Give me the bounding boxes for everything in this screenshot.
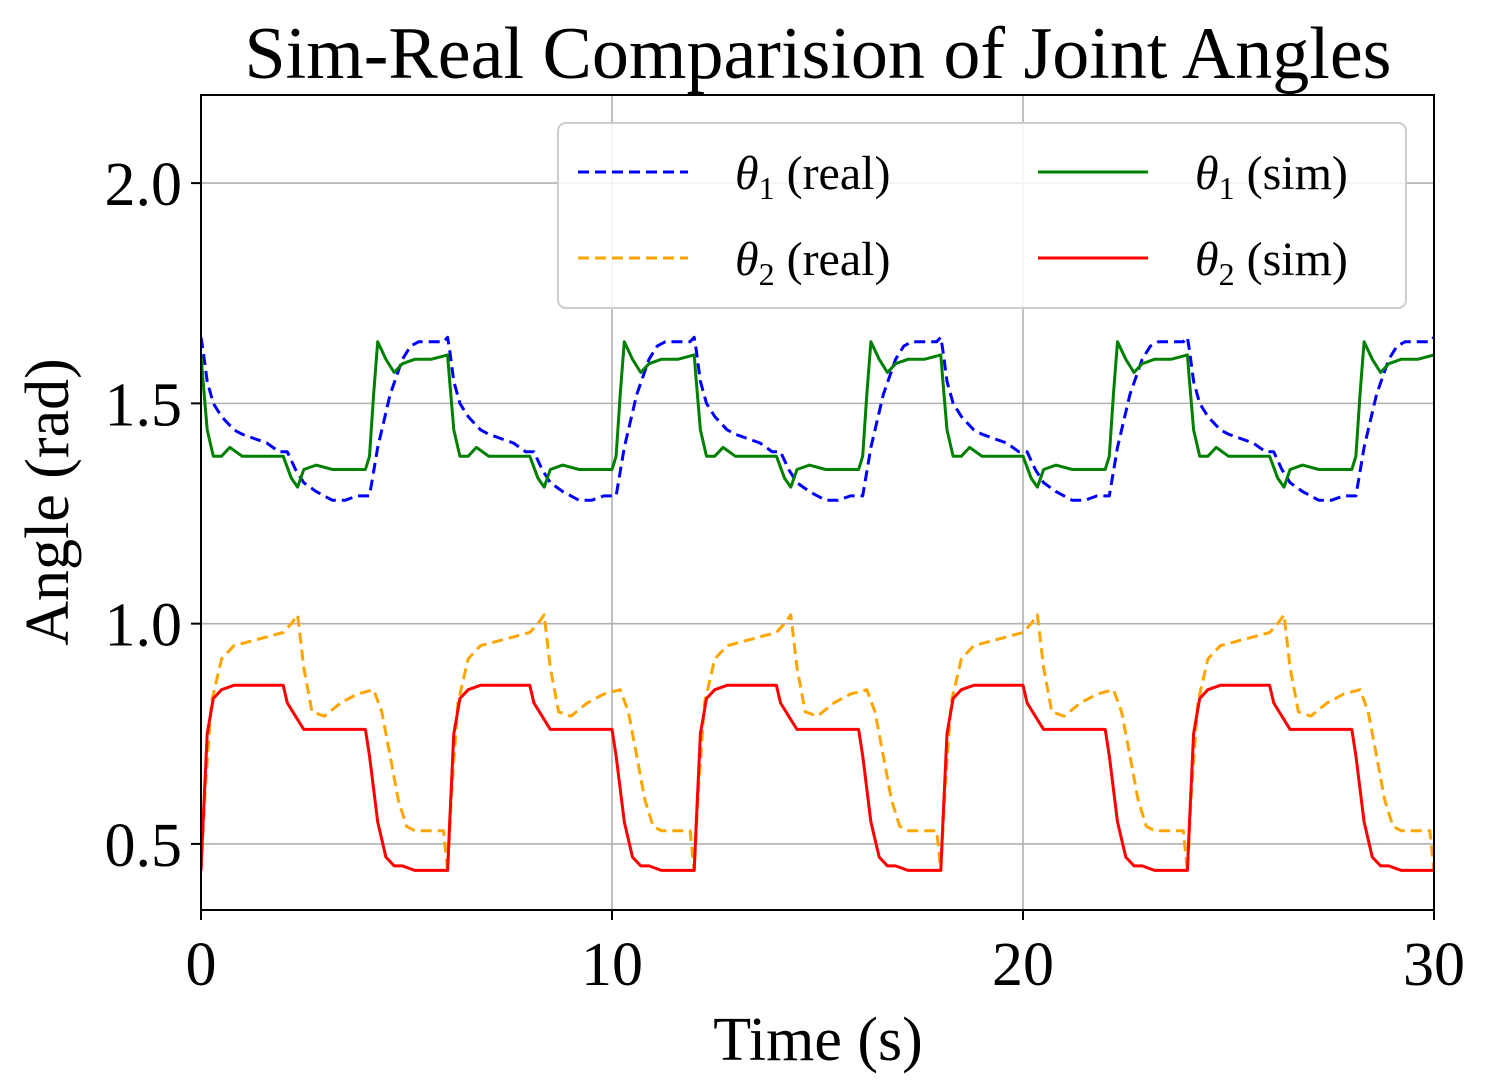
y-axis-label: Angle (rad) xyxy=(14,358,82,645)
y-tick-label: 2.0 xyxy=(105,151,183,219)
series-line xyxy=(201,340,1434,489)
y-tick-label: 1.5 xyxy=(105,371,183,439)
series-line xyxy=(201,683,1434,872)
y-tick-label: 0.5 xyxy=(105,812,183,880)
x-tick-label: 0 xyxy=(186,931,217,999)
legend-entry: θ1 (real) xyxy=(735,147,890,206)
y-axis-ticks: 0.5 1.0 1.5 2.0 xyxy=(105,151,201,880)
legend-entry: θ1 (sim) xyxy=(1195,147,1348,206)
chart-title: Sim-Real Comparision of Joint Angles xyxy=(245,13,1392,95)
series-line xyxy=(201,335,1434,502)
legend-entry: θ2 (sim) xyxy=(1195,233,1348,292)
x-tick-label: 20 xyxy=(992,931,1054,999)
x-tick-label: 30 xyxy=(1403,931,1465,999)
series-line xyxy=(201,613,1434,872)
legend-entry: θ2 (real) xyxy=(735,233,890,292)
legend: θ1 (real) θ2 (real) θ1 (sim) θ2 (sim) xyxy=(557,122,1407,309)
x-axis-label: Time (s) xyxy=(713,1006,923,1074)
x-tick-label: 10 xyxy=(581,931,643,999)
x-axis-ticks: 0 10 20 30 xyxy=(186,910,1465,999)
plot-series xyxy=(201,335,1434,872)
legend-box xyxy=(557,122,1407,309)
plot-frame xyxy=(200,94,1435,911)
y-tick-label: 1.0 xyxy=(105,592,183,660)
